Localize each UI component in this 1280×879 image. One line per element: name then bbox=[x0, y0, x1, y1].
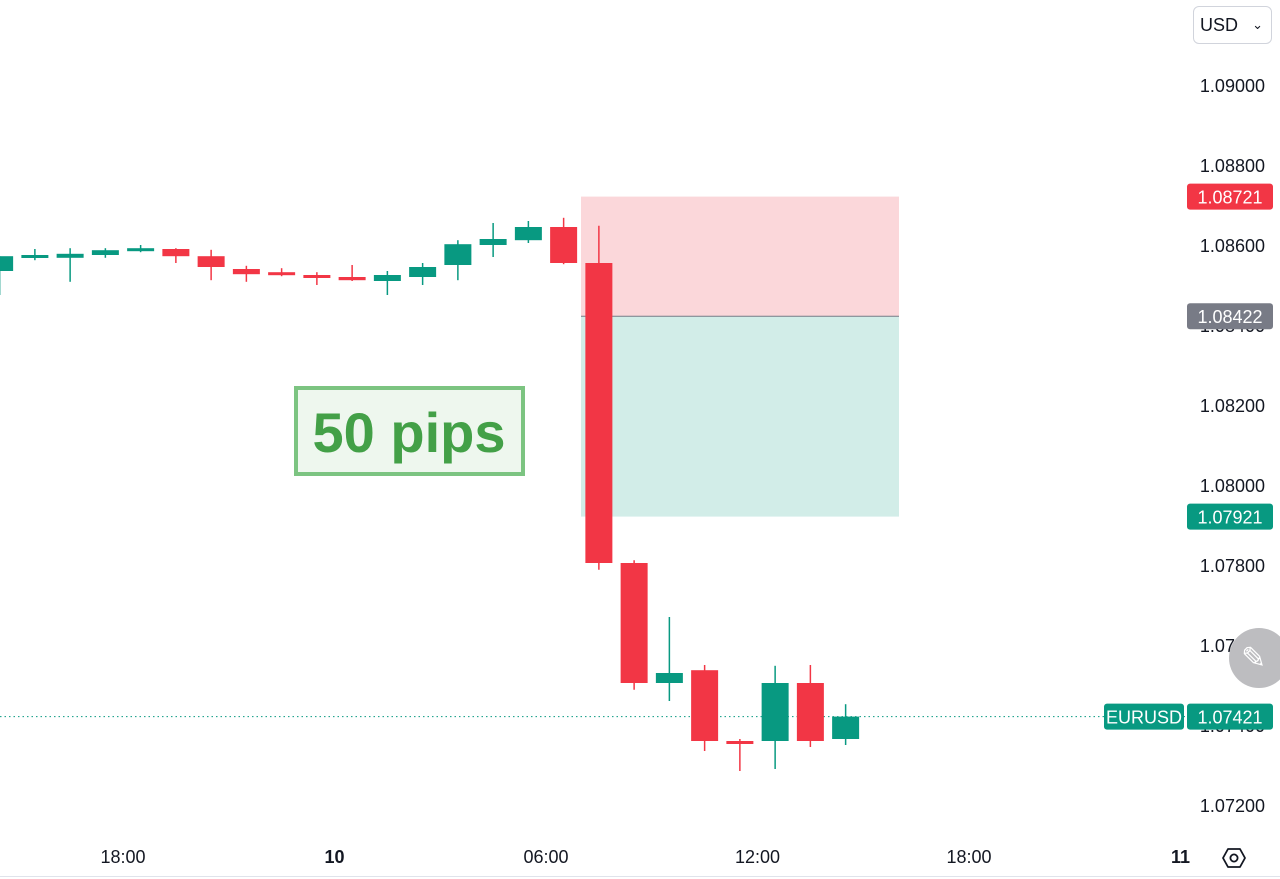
candle-body bbox=[21, 255, 49, 258]
time-tick-label: 18:00 bbox=[946, 847, 991, 867]
candle bbox=[620, 560, 648, 690]
candle-body bbox=[726, 741, 754, 744]
price-tick-label: 1.07200 bbox=[1200, 796, 1265, 816]
time-tick-label: 06:00 bbox=[523, 847, 568, 867]
candle-body bbox=[585, 263, 613, 563]
symbol-label: EURUSD bbox=[1106, 708, 1182, 728]
candle bbox=[127, 245, 155, 253]
currency-select-value: USD bbox=[1200, 14, 1239, 35]
candle-body bbox=[91, 250, 119, 255]
candle-body bbox=[232, 269, 260, 275]
gear-icon bbox=[1222, 848, 1246, 868]
candle-body bbox=[162, 249, 190, 257]
last-price-badge: 1.07421 bbox=[1187, 703, 1273, 730]
time-tick-label: 11 bbox=[1171, 847, 1190, 867]
time-tick-label: 18:00 bbox=[100, 847, 145, 867]
stop-loss-zone[interactable] bbox=[581, 196, 899, 317]
candle bbox=[761, 665, 789, 769]
candle bbox=[162, 248, 190, 263]
candle-body bbox=[761, 683, 789, 741]
candle-body bbox=[620, 563, 648, 683]
pips-annotation-text: 50 pips bbox=[313, 401, 506, 464]
candle-body bbox=[832, 716, 860, 739]
candle-body bbox=[479, 239, 507, 245]
candle-body bbox=[550, 227, 578, 263]
candle bbox=[91, 248, 119, 258]
candle-body bbox=[268, 272, 296, 276]
entry-price-badge: 1.08422 bbox=[1187, 303, 1273, 330]
candle bbox=[514, 221, 542, 243]
candle-body bbox=[0, 256, 14, 271]
candle bbox=[655, 617, 683, 701]
candle-body bbox=[127, 248, 155, 252]
pencil-icon: ✎ bbox=[1241, 641, 1267, 675]
symbol-badge: EURUSD bbox=[1104, 703, 1184, 730]
stop-price-label: 1.08721 bbox=[1197, 188, 1262, 208]
stop-price-badge: 1.08721 bbox=[1187, 183, 1273, 210]
candle bbox=[268, 268, 296, 277]
price-tick-label: 1.09000 bbox=[1200, 76, 1265, 96]
candle bbox=[585, 225, 613, 570]
candle-body bbox=[338, 277, 366, 281]
candle bbox=[726, 739, 754, 771]
candle bbox=[444, 240, 472, 281]
price-tick-label: 1.08600 bbox=[1200, 236, 1265, 256]
take-profit-zone[interactable] bbox=[581, 316, 899, 517]
candle bbox=[232, 265, 260, 282]
candle bbox=[21, 249, 49, 261]
candle bbox=[373, 271, 401, 295]
candle bbox=[550, 217, 578, 265]
target-price-badge: 1.07921 bbox=[1187, 503, 1273, 530]
chart-settings-button[interactable] bbox=[1220, 844, 1248, 872]
price-tick-label: 1.08800 bbox=[1200, 156, 1265, 176]
chevron-down-icon: ⌄ bbox=[1252, 17, 1263, 32]
candle-body bbox=[373, 275, 401, 281]
price-tick-label: 1.08200 bbox=[1200, 396, 1265, 416]
candle bbox=[479, 223, 507, 257]
candle-body bbox=[303, 275, 331, 278]
candle-body bbox=[56, 253, 84, 258]
candle bbox=[691, 665, 719, 751]
candle bbox=[409, 263, 437, 285]
candle bbox=[832, 704, 860, 745]
edit-drawing-button[interactable]: ✎ bbox=[1229, 628, 1280, 688]
candle bbox=[338, 265, 366, 281]
candle-body bbox=[197, 256, 225, 267]
pips-annotation[interactable]: 50 pips bbox=[294, 386, 525, 476]
time-tick-label: 12:00 bbox=[735, 847, 780, 867]
candle bbox=[0, 256, 14, 295]
candle-body bbox=[655, 673, 683, 683]
price-tick-label: 1.07800 bbox=[1200, 556, 1265, 576]
candle bbox=[56, 248, 84, 282]
candles bbox=[0, 217, 860, 771]
candle-body bbox=[691, 670, 719, 741]
price-tick-label: 1.08000 bbox=[1200, 476, 1265, 496]
time-axis[interactable]: 18:00 10 06:00 12:00 18:00 11 bbox=[100, 847, 1190, 867]
currency-select[interactable]: USD ⌄ bbox=[1193, 6, 1272, 44]
time-tick-label: 10 bbox=[324, 847, 344, 867]
candle-body bbox=[409, 267, 437, 277]
candle-body bbox=[444, 244, 472, 265]
candle bbox=[197, 249, 225, 281]
bottom-divider bbox=[0, 876, 1280, 877]
candle bbox=[303, 272, 331, 285]
candle bbox=[796, 665, 824, 747]
candle-body bbox=[514, 227, 542, 241]
last-price-label: 1.07421 bbox=[1197, 708, 1262, 728]
entry-price-label: 1.08422 bbox=[1197, 307, 1262, 327]
target-price-label: 1.07921 bbox=[1197, 508, 1262, 528]
candle-body bbox=[796, 683, 824, 741]
